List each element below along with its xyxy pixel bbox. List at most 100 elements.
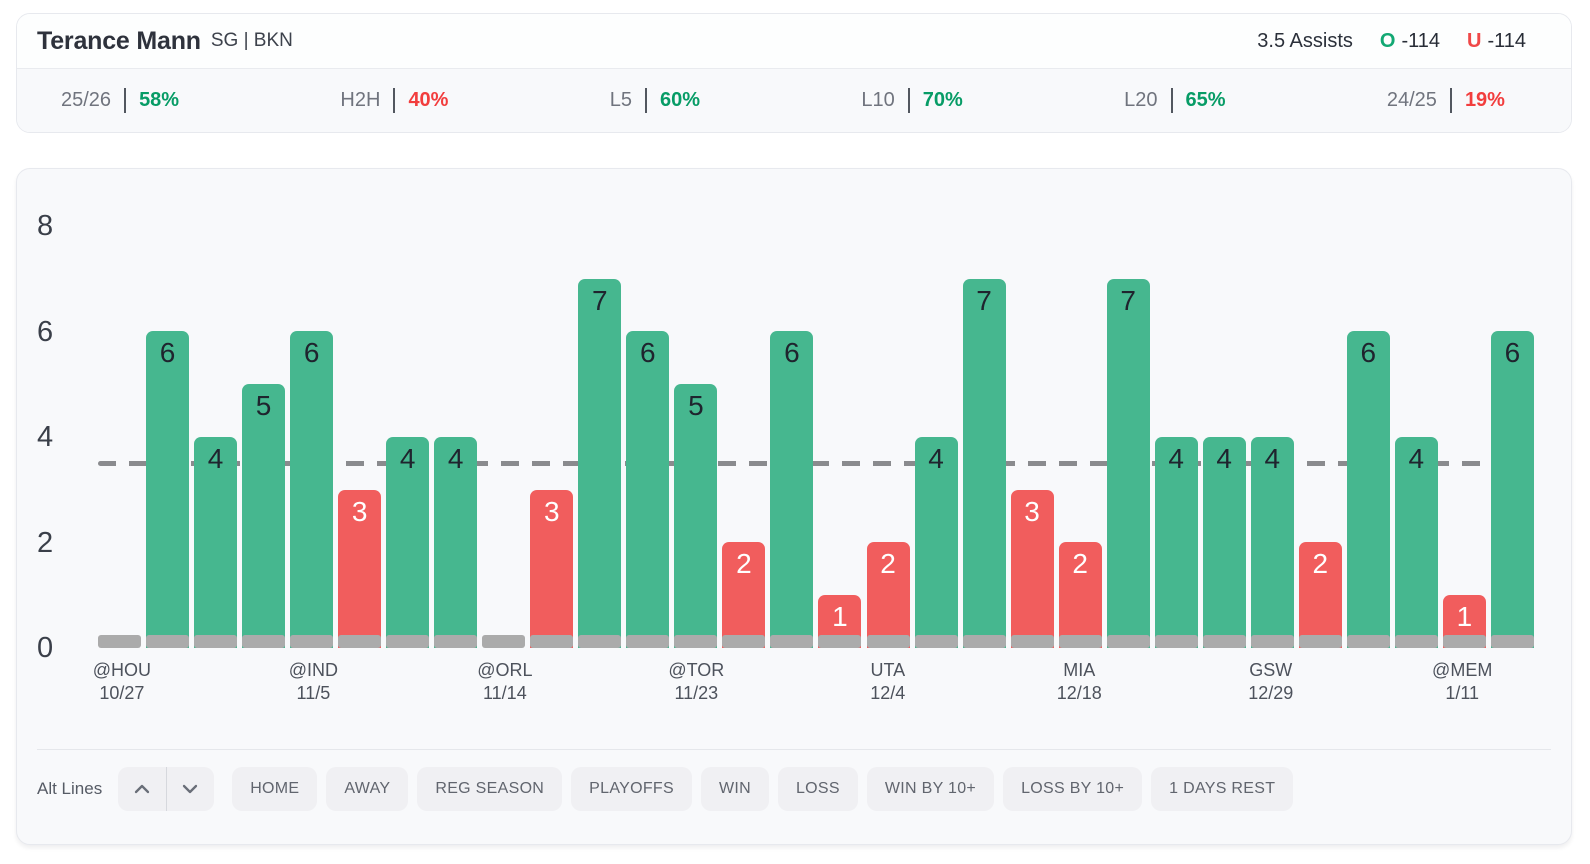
game-bar[interactable]: 7 xyxy=(962,169,1006,648)
game-bar[interactable]: 3 xyxy=(1010,169,1054,648)
game-bar[interactable]: 2 xyxy=(1298,169,1342,648)
game-bar[interactable]: 1 xyxy=(818,169,862,648)
bar-value-label: 7 xyxy=(1120,285,1136,316)
bar-base-stub xyxy=(1250,635,1294,648)
stat-l20: L20 65% xyxy=(1124,88,1226,113)
opponent-label: @TOR xyxy=(668,660,725,680)
game-bar[interactable]: 6 xyxy=(146,169,190,648)
game-bar[interactable]: 4 xyxy=(1250,169,1294,648)
filter-win[interactable]: WIN xyxy=(700,767,769,811)
bar-over: 6 xyxy=(1346,331,1390,648)
game-bar[interactable]: 6 xyxy=(770,169,814,648)
bar-base-stub xyxy=(242,635,286,648)
bar-value-label: 7 xyxy=(592,285,608,316)
bar-base-stub xyxy=(98,635,141,648)
bar-over: 5 xyxy=(242,384,286,648)
bar-over: 6 xyxy=(626,331,670,648)
game-bar[interactable]: 2 xyxy=(866,169,910,648)
bar-value-label: 6 xyxy=(1504,337,1521,368)
game-bar[interactable]: 4 xyxy=(386,169,430,648)
bar-base-stub xyxy=(1202,635,1246,648)
under-odds-button[interactable]: U -114 xyxy=(1467,30,1526,53)
opponent-label: GSW xyxy=(1249,660,1293,680)
filter-loss[interactable]: LOSS xyxy=(777,767,858,811)
player-name: Terance Mann xyxy=(37,26,201,55)
filter-win-by-10-[interactable]: WIN BY 10+ xyxy=(866,767,995,811)
game-bar[interactable]: 3 xyxy=(338,169,382,648)
bar-under: 3 xyxy=(530,490,574,648)
game-bar[interactable]: 5 xyxy=(242,169,286,648)
stat-24-25: 24/25 19% xyxy=(1387,88,1505,113)
filter-1-days-rest[interactable]: 1 DAYS REST xyxy=(1151,767,1294,811)
game-bar[interactable]: 4 xyxy=(194,169,238,648)
x-axis-label: UTA 12/4 xyxy=(870,659,905,705)
bar-value-label: 4 xyxy=(399,443,416,474)
game-bar[interactable]: 3 xyxy=(530,169,574,648)
game-date-label: 1/11 xyxy=(1445,683,1480,703)
game-bar[interactable]: 4 xyxy=(1202,169,1246,648)
stat-value: 65% xyxy=(1185,89,1226,111)
stat-label: H2H xyxy=(340,89,381,111)
x-axis-labels: @HOU 10/27 @IND 11/5 @ORL 11/14 @TOR 11/23 UTA 12… xyxy=(93,659,1534,713)
game-bar[interactable]: 2 xyxy=(722,169,766,648)
game-bar[interactable]: 6 xyxy=(1346,169,1390,648)
filter-playoffs[interactable]: PLAYOFFS xyxy=(571,767,692,811)
game-bar[interactable]: 7 xyxy=(1106,169,1150,648)
line-up-button[interactable] xyxy=(118,767,166,811)
bar-base-stub xyxy=(434,635,478,648)
line-down-button[interactable] xyxy=(167,767,215,811)
game-bar[interactable]: 1 xyxy=(1442,169,1486,648)
bar-value-label: 1 xyxy=(832,601,848,632)
odds-cluster: 3.5 Assists O -114 U -114 xyxy=(1257,30,1526,53)
game-date-label: 12/18 xyxy=(1056,683,1102,703)
filter-away[interactable]: AWAY xyxy=(326,767,409,811)
prop-line-label: 3.5 Assists xyxy=(1257,29,1353,52)
filter-home[interactable]: HOME xyxy=(232,767,318,811)
prop-line-dashed xyxy=(98,461,1534,467)
stat-divider xyxy=(124,88,127,113)
stat-value: 60% xyxy=(660,89,701,111)
hit-rate-stats-row: 25/26 58% H2H 40% L5 60% L10 70% L20 65% 24/25 19% xyxy=(17,69,1571,132)
bar-over: 4 xyxy=(1154,437,1198,648)
over-odds-button[interactable]: O -114 xyxy=(1380,30,1440,53)
bar-over: 4 xyxy=(1250,437,1294,648)
bar-value-label: 7 xyxy=(976,285,992,316)
filter-reg-season[interactable]: REG SEASON xyxy=(417,767,563,811)
game-bar[interactable]: 4 xyxy=(914,169,958,648)
game-bar[interactable]: 6 xyxy=(1490,169,1534,648)
bar-base-stub xyxy=(290,635,334,648)
game-bar[interactable]: 4 xyxy=(1394,169,1438,648)
game-bar[interactable]: 2 xyxy=(1058,169,1102,648)
y-tick-label: 6 xyxy=(37,315,54,348)
chevron-up-icon xyxy=(134,784,150,794)
game-date-label: 11/5 xyxy=(296,683,331,703)
bar-base-stub xyxy=(1154,635,1198,648)
opponent-label: UTA xyxy=(870,660,906,680)
bar-base-stub xyxy=(578,635,622,648)
game-bar[interactable]: 5 xyxy=(674,169,718,648)
bar-value-label: 5 xyxy=(255,390,272,421)
game-bar[interactable]: 7 xyxy=(578,169,622,648)
stepper-divider xyxy=(165,767,167,811)
bar-over: 4 xyxy=(434,437,478,648)
game-bar[interactable]: 4 xyxy=(1154,169,1198,648)
player-position-team: SG | BKN xyxy=(210,30,293,51)
bar-base-stub xyxy=(1298,635,1342,648)
game-bar[interactable] xyxy=(482,169,526,648)
filter-loss-by-10-[interactable]: LOSS BY 10+ xyxy=(1003,767,1143,811)
bar-base-stub xyxy=(1058,635,1102,648)
game-bar[interactable]: 4 xyxy=(434,169,478,648)
opponent-label: @ORL xyxy=(477,660,533,680)
stat-label: L10 xyxy=(861,89,895,111)
bar-value-label: 3 xyxy=(1024,496,1040,527)
game-bar[interactable] xyxy=(98,169,141,648)
game-bar[interactable]: 6 xyxy=(290,169,334,648)
over-icon: O xyxy=(1379,29,1396,52)
bar-base-stub xyxy=(1442,635,1486,648)
bar-over: 7 xyxy=(578,279,622,648)
bar-base-stub xyxy=(866,635,910,648)
alt-lines-label: Alt Lines xyxy=(37,779,103,798)
player-prop-card: Terance Mann SG | BKN 3.5 Assists O -114… xyxy=(16,13,1572,133)
game-bar[interactable]: 6 xyxy=(626,169,670,648)
over-odds-value: -114 xyxy=(1401,29,1440,52)
